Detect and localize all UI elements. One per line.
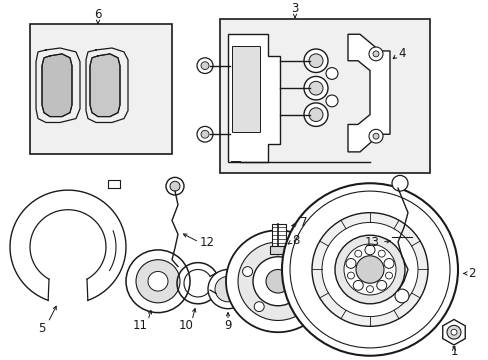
Circle shape <box>355 256 383 283</box>
Polygon shape <box>442 319 464 345</box>
Circle shape <box>378 250 385 257</box>
Circle shape <box>242 267 252 276</box>
Circle shape <box>354 250 361 257</box>
Circle shape <box>308 54 323 68</box>
Circle shape <box>215 276 241 302</box>
Text: 11: 11 <box>132 319 147 332</box>
Polygon shape <box>347 34 389 152</box>
Text: 1: 1 <box>449 345 457 358</box>
Text: 9: 9 <box>224 319 231 332</box>
Text: 10: 10 <box>178 319 193 332</box>
Circle shape <box>252 257 303 306</box>
Circle shape <box>304 76 327 100</box>
Circle shape <box>170 181 180 191</box>
Circle shape <box>289 191 449 348</box>
Text: 12: 12 <box>200 235 215 248</box>
Circle shape <box>308 108 323 122</box>
Circle shape <box>446 325 460 339</box>
Bar <box>269 246 287 254</box>
Circle shape <box>347 272 354 279</box>
Polygon shape <box>90 54 120 117</box>
Circle shape <box>308 81 323 95</box>
Circle shape <box>368 47 382 61</box>
Circle shape <box>197 126 213 142</box>
Bar <box>271 224 285 246</box>
Circle shape <box>238 242 317 320</box>
Text: 7: 7 <box>299 216 307 229</box>
Text: 3: 3 <box>291 2 298 15</box>
Circle shape <box>197 58 213 73</box>
Circle shape <box>282 183 457 356</box>
Circle shape <box>225 230 329 332</box>
Circle shape <box>376 280 386 290</box>
Circle shape <box>364 245 374 255</box>
Circle shape <box>391 175 407 191</box>
Circle shape <box>303 267 313 276</box>
Circle shape <box>346 258 355 268</box>
Circle shape <box>304 103 327 126</box>
Circle shape <box>325 68 337 79</box>
Circle shape <box>148 271 168 291</box>
Circle shape <box>171 265 184 278</box>
Circle shape <box>394 289 408 303</box>
Circle shape <box>450 329 456 335</box>
Circle shape <box>372 133 378 139</box>
Circle shape <box>291 302 301 311</box>
Text: 8: 8 <box>291 234 299 247</box>
Circle shape <box>175 269 181 274</box>
Bar <box>220 19 429 174</box>
Circle shape <box>272 245 283 255</box>
Circle shape <box>385 272 392 279</box>
Circle shape <box>372 51 378 57</box>
Circle shape <box>343 244 395 295</box>
Circle shape <box>254 302 264 311</box>
Circle shape <box>334 235 404 304</box>
Text: 5: 5 <box>38 322 45 335</box>
Polygon shape <box>42 54 72 117</box>
Bar <box>30 24 172 154</box>
Circle shape <box>311 213 427 326</box>
Circle shape <box>304 49 327 72</box>
Circle shape <box>207 270 247 309</box>
Circle shape <box>265 270 289 293</box>
Text: 6: 6 <box>94 8 102 21</box>
Circle shape <box>126 250 190 312</box>
Circle shape <box>352 280 363 290</box>
Circle shape <box>321 222 417 316</box>
Circle shape <box>201 62 208 69</box>
Bar <box>231 46 260 132</box>
Circle shape <box>165 177 183 195</box>
Circle shape <box>136 260 180 303</box>
Circle shape <box>383 258 393 268</box>
Circle shape <box>325 95 337 107</box>
Text: 13: 13 <box>365 235 379 248</box>
Text: 2: 2 <box>467 267 474 280</box>
Circle shape <box>368 129 382 143</box>
Circle shape <box>201 130 208 138</box>
Text: 4: 4 <box>397 48 405 60</box>
Polygon shape <box>227 34 280 162</box>
Circle shape <box>366 286 373 293</box>
